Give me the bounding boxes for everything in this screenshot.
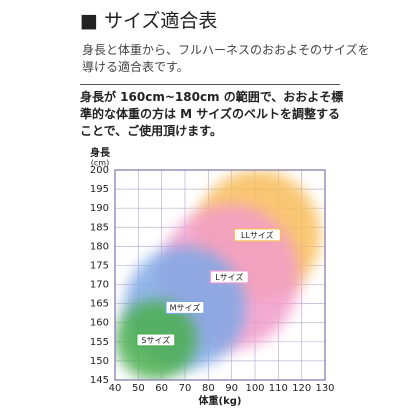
region-label: Sサイズ bbox=[141, 335, 170, 345]
x-tick-label: 40 bbox=[109, 383, 122, 394]
y-tick-label: 150 bbox=[90, 356, 109, 367]
y-tick-label: 175 bbox=[90, 260, 109, 271]
y-tick-label: 195 bbox=[90, 184, 109, 195]
x-tick-label: 130 bbox=[315, 383, 334, 394]
y-tick-label: 145 bbox=[90, 375, 109, 386]
y-tick-label: 160 bbox=[90, 318, 109, 329]
x-tick-label: 50 bbox=[132, 383, 145, 394]
x-tick-label: 120 bbox=[292, 383, 311, 394]
x-tick-label: 60 bbox=[155, 383, 168, 394]
x-tick-label: 110 bbox=[269, 383, 288, 394]
y-axis-unit: (cm) bbox=[91, 159, 109, 168]
y-tick-label: 190 bbox=[90, 203, 109, 214]
region-label: Mサイズ bbox=[170, 302, 201, 312]
plot-border bbox=[114, 169, 326, 381]
x-tick-label: 80 bbox=[202, 383, 215, 394]
region-label-box bbox=[136, 333, 176, 347]
divider bbox=[80, 84, 340, 85]
x-tick-label: 100 bbox=[245, 383, 264, 394]
region-label: LLサイズ bbox=[241, 230, 274, 240]
y-axis-label: 身長 bbox=[90, 146, 111, 159]
y-tick-label: 165 bbox=[90, 299, 109, 310]
intro: 身長と体重から、フルハーネスのおおよそのサイズを導ける適合表です。 bbox=[82, 43, 370, 74]
title: ■ サイズ適合表 bbox=[80, 10, 218, 32]
region-label-box bbox=[209, 270, 249, 284]
note: 身長が 160cm~180cm の範囲で、おおよそ標準的な体重の方は M サイズ… bbox=[80, 90, 344, 138]
x-tick-label: 70 bbox=[179, 383, 192, 394]
y-tick-label: 170 bbox=[90, 280, 109, 291]
region-label: Lサイズ bbox=[215, 272, 243, 282]
x-axis-label: 体重(kg) bbox=[199, 394, 242, 407]
y-tick-label: 185 bbox=[90, 222, 109, 233]
y-tick-label: 155 bbox=[90, 337, 109, 348]
region-label-box bbox=[233, 228, 281, 242]
y-tick-label: 200 bbox=[90, 165, 109, 176]
region-label-box bbox=[165, 300, 205, 315]
x-tick-label: 90 bbox=[225, 383, 238, 394]
y-tick-label: 180 bbox=[90, 241, 109, 252]
